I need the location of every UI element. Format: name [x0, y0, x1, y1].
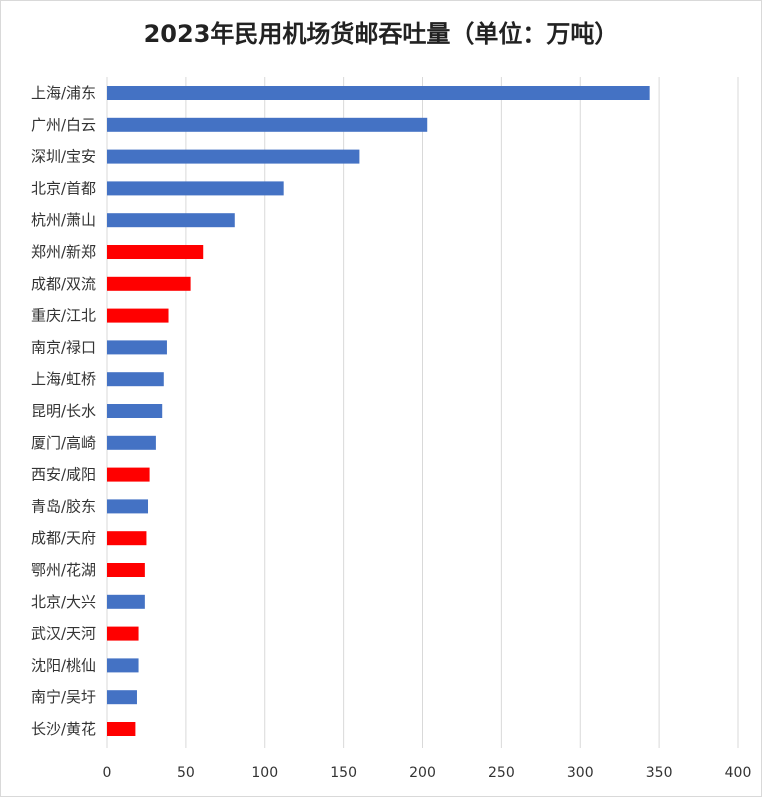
- category-label: 成都/天府: [31, 529, 96, 547]
- bar: [107, 245, 204, 259]
- category-label: 南宁/吴圩: [31, 688, 96, 706]
- bar: [107, 499, 149, 514]
- bar: [107, 117, 428, 132]
- x-tick-label: 150: [330, 765, 357, 781]
- bar: [107, 181, 284, 196]
- bar: [107, 690, 137, 705]
- category-label: 上海/虹桥: [31, 370, 96, 388]
- category-label: 郑州/新郑: [31, 243, 96, 261]
- category-label: 成都/双流: [31, 275, 96, 293]
- x-tick-labels: 0 50 100 150 200 250 300 350 400: [103, 765, 752, 781]
- x-tick-label: 400: [725, 765, 752, 781]
- bar: [107, 722, 136, 736]
- category-labels: 上海/浦东广州/白云深圳/宝安北京/首都杭州/萧山郑州/新郑成都/双流重庆/江北…: [31, 84, 96, 738]
- bar: [107, 658, 139, 673]
- bar: [107, 531, 147, 546]
- category-label: 南京/禄口: [31, 338, 96, 356]
- category-label: 长沙/黄花: [31, 720, 96, 738]
- bar: [107, 435, 156, 450]
- category-label: 昆明/长水: [31, 402, 96, 420]
- bar: [107, 276, 191, 291]
- category-label: 重庆/江北: [31, 307, 96, 325]
- bar: [107, 372, 164, 387]
- bar: [107, 467, 150, 482]
- category-label: 鄂州/花湖: [31, 561, 96, 579]
- category-label: 西安/咸阳: [31, 466, 96, 484]
- bar: [107, 86, 650, 100]
- category-label: 沈阳/桃仙: [31, 656, 96, 674]
- category-label: 青岛/胶东: [31, 497, 96, 515]
- bar: [107, 308, 169, 323]
- category-label: 上海/浦东: [31, 84, 96, 102]
- category-label: 杭州/萧山: [31, 211, 96, 229]
- category-label: 厦门/高崎: [31, 434, 96, 452]
- x-tick-label: 350: [646, 765, 673, 781]
- x-tick-label: 100: [251, 765, 278, 781]
- x-tick-label: 200: [409, 765, 436, 781]
- x-tick-label: 50: [177, 765, 195, 781]
- bar: [107, 594, 145, 609]
- bars: [107, 86, 650, 736]
- bar: [107, 213, 235, 228]
- x-tick-label: 250: [488, 765, 515, 781]
- category-label: 武汉/天河: [31, 625, 96, 643]
- bar: [107, 404, 163, 418]
- bar: [107, 149, 360, 164]
- chart-title: 2023年民用机场货邮吞吐量（单位：万吨）: [143, 20, 619, 48]
- x-tick-label: 0: [103, 765, 112, 781]
- category-label: 广州/白云: [31, 116, 96, 134]
- x-tick-label: 300: [567, 765, 594, 781]
- bar: [107, 563, 145, 577]
- category-label: 北京/大兴: [31, 593, 96, 611]
- grid-lines: [106, 77, 739, 748]
- category-label: 北京/首都: [31, 179, 96, 197]
- bar: [107, 626, 139, 641]
- category-label: 深圳/宝安: [31, 148, 96, 166]
- bar: [107, 340, 167, 355]
